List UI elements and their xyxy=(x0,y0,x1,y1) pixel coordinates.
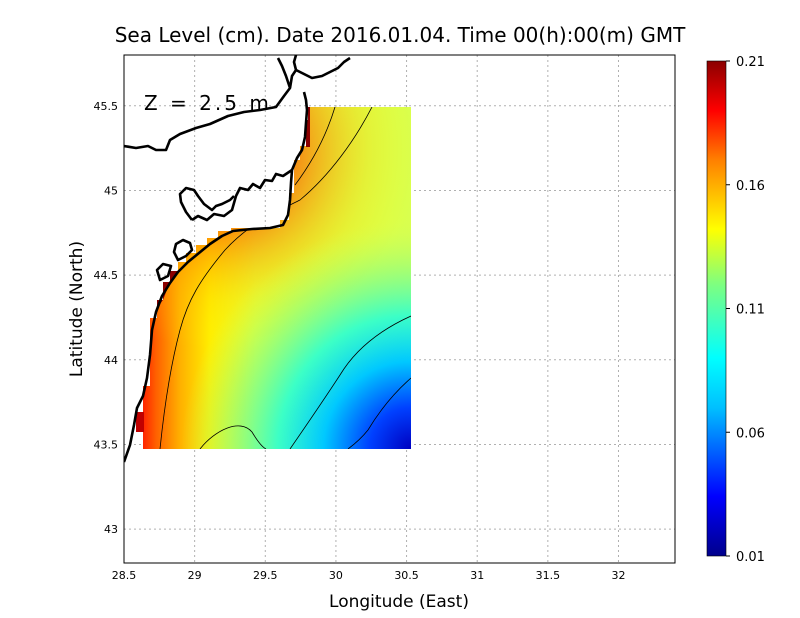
y-tick-labels: 43 43.5 44 44.5 45 45.5 xyxy=(94,100,119,536)
y-tick-label: 45.5 xyxy=(94,100,119,113)
contour-line xyxy=(347,377,411,449)
x-axis-label: Longitude (East) xyxy=(329,592,469,612)
coastline-lake xyxy=(172,238,194,262)
colorbar-gradient xyxy=(706,60,727,557)
contour-line xyxy=(159,107,373,449)
contour-line xyxy=(199,425,267,449)
contour-lines xyxy=(159,107,411,449)
coastline xyxy=(124,55,351,463)
y-tick-label: 43.5 xyxy=(94,438,119,451)
x-tick-label: 31 xyxy=(470,569,484,582)
x-tick-label: 32 xyxy=(611,569,625,582)
coastline-north-bay xyxy=(124,56,351,152)
colorbar-tick-label: 0.01 xyxy=(736,550,765,565)
colorbar-tick-label: 0.16 xyxy=(736,179,765,194)
x-tick-label: 30 xyxy=(329,569,343,582)
colorbar-tick-label: 0.21 xyxy=(736,55,765,70)
x-tick-label: 29.5 xyxy=(253,569,278,582)
depth-annotation: Z = 2.5 m xyxy=(144,91,272,115)
plot-area: 28.5 29 29.5 30 30.5 31 31.5 32 4343.54444.5454… xyxy=(94,54,676,582)
colorbar-tick-label: 0.11 xyxy=(736,303,765,318)
x-tick-label: 31.5 xyxy=(536,569,561,582)
y-tick-label: 44 xyxy=(104,354,118,367)
y-tick-label: 43 xyxy=(104,523,118,536)
contour-line xyxy=(294,107,336,186)
coastline-main xyxy=(124,91,309,463)
coastal-max-cell-south xyxy=(136,412,144,432)
contour-line xyxy=(289,315,411,449)
colorbar-tick-label: 0.06 xyxy=(736,426,765,441)
colorbar: 0.21 0.16 0.11 0.06 0.01 xyxy=(706,55,765,565)
x-tick-label: 29 xyxy=(188,569,202,582)
coastline-estuary xyxy=(276,57,292,89)
plot-frame xyxy=(123,54,676,564)
coastal-max-cell-north xyxy=(306,107,310,147)
x-tick-label: 28.5 xyxy=(112,569,137,582)
x-tick-labels: 28.5 29 29.5 30 30.5 31 31.5 32 xyxy=(112,569,626,582)
colorbar-tick-labels: 0.21 0.16 0.11 0.06 0.01 xyxy=(726,55,765,565)
coastline-delta xyxy=(191,168,293,222)
y-tick-label: 44.5 xyxy=(94,269,119,282)
x-tick-label: 30.5 xyxy=(394,569,419,582)
y-axis-label: Latitude (North) xyxy=(67,241,87,377)
coastline-estuary-2 xyxy=(292,55,298,71)
map-title: Sea Level (cm). Date 2016.01.04. Time 00… xyxy=(115,23,686,47)
coastline-lake-2 xyxy=(155,262,173,282)
y-tick-label: 45 xyxy=(104,184,118,197)
coastline-lagoon xyxy=(178,186,235,221)
